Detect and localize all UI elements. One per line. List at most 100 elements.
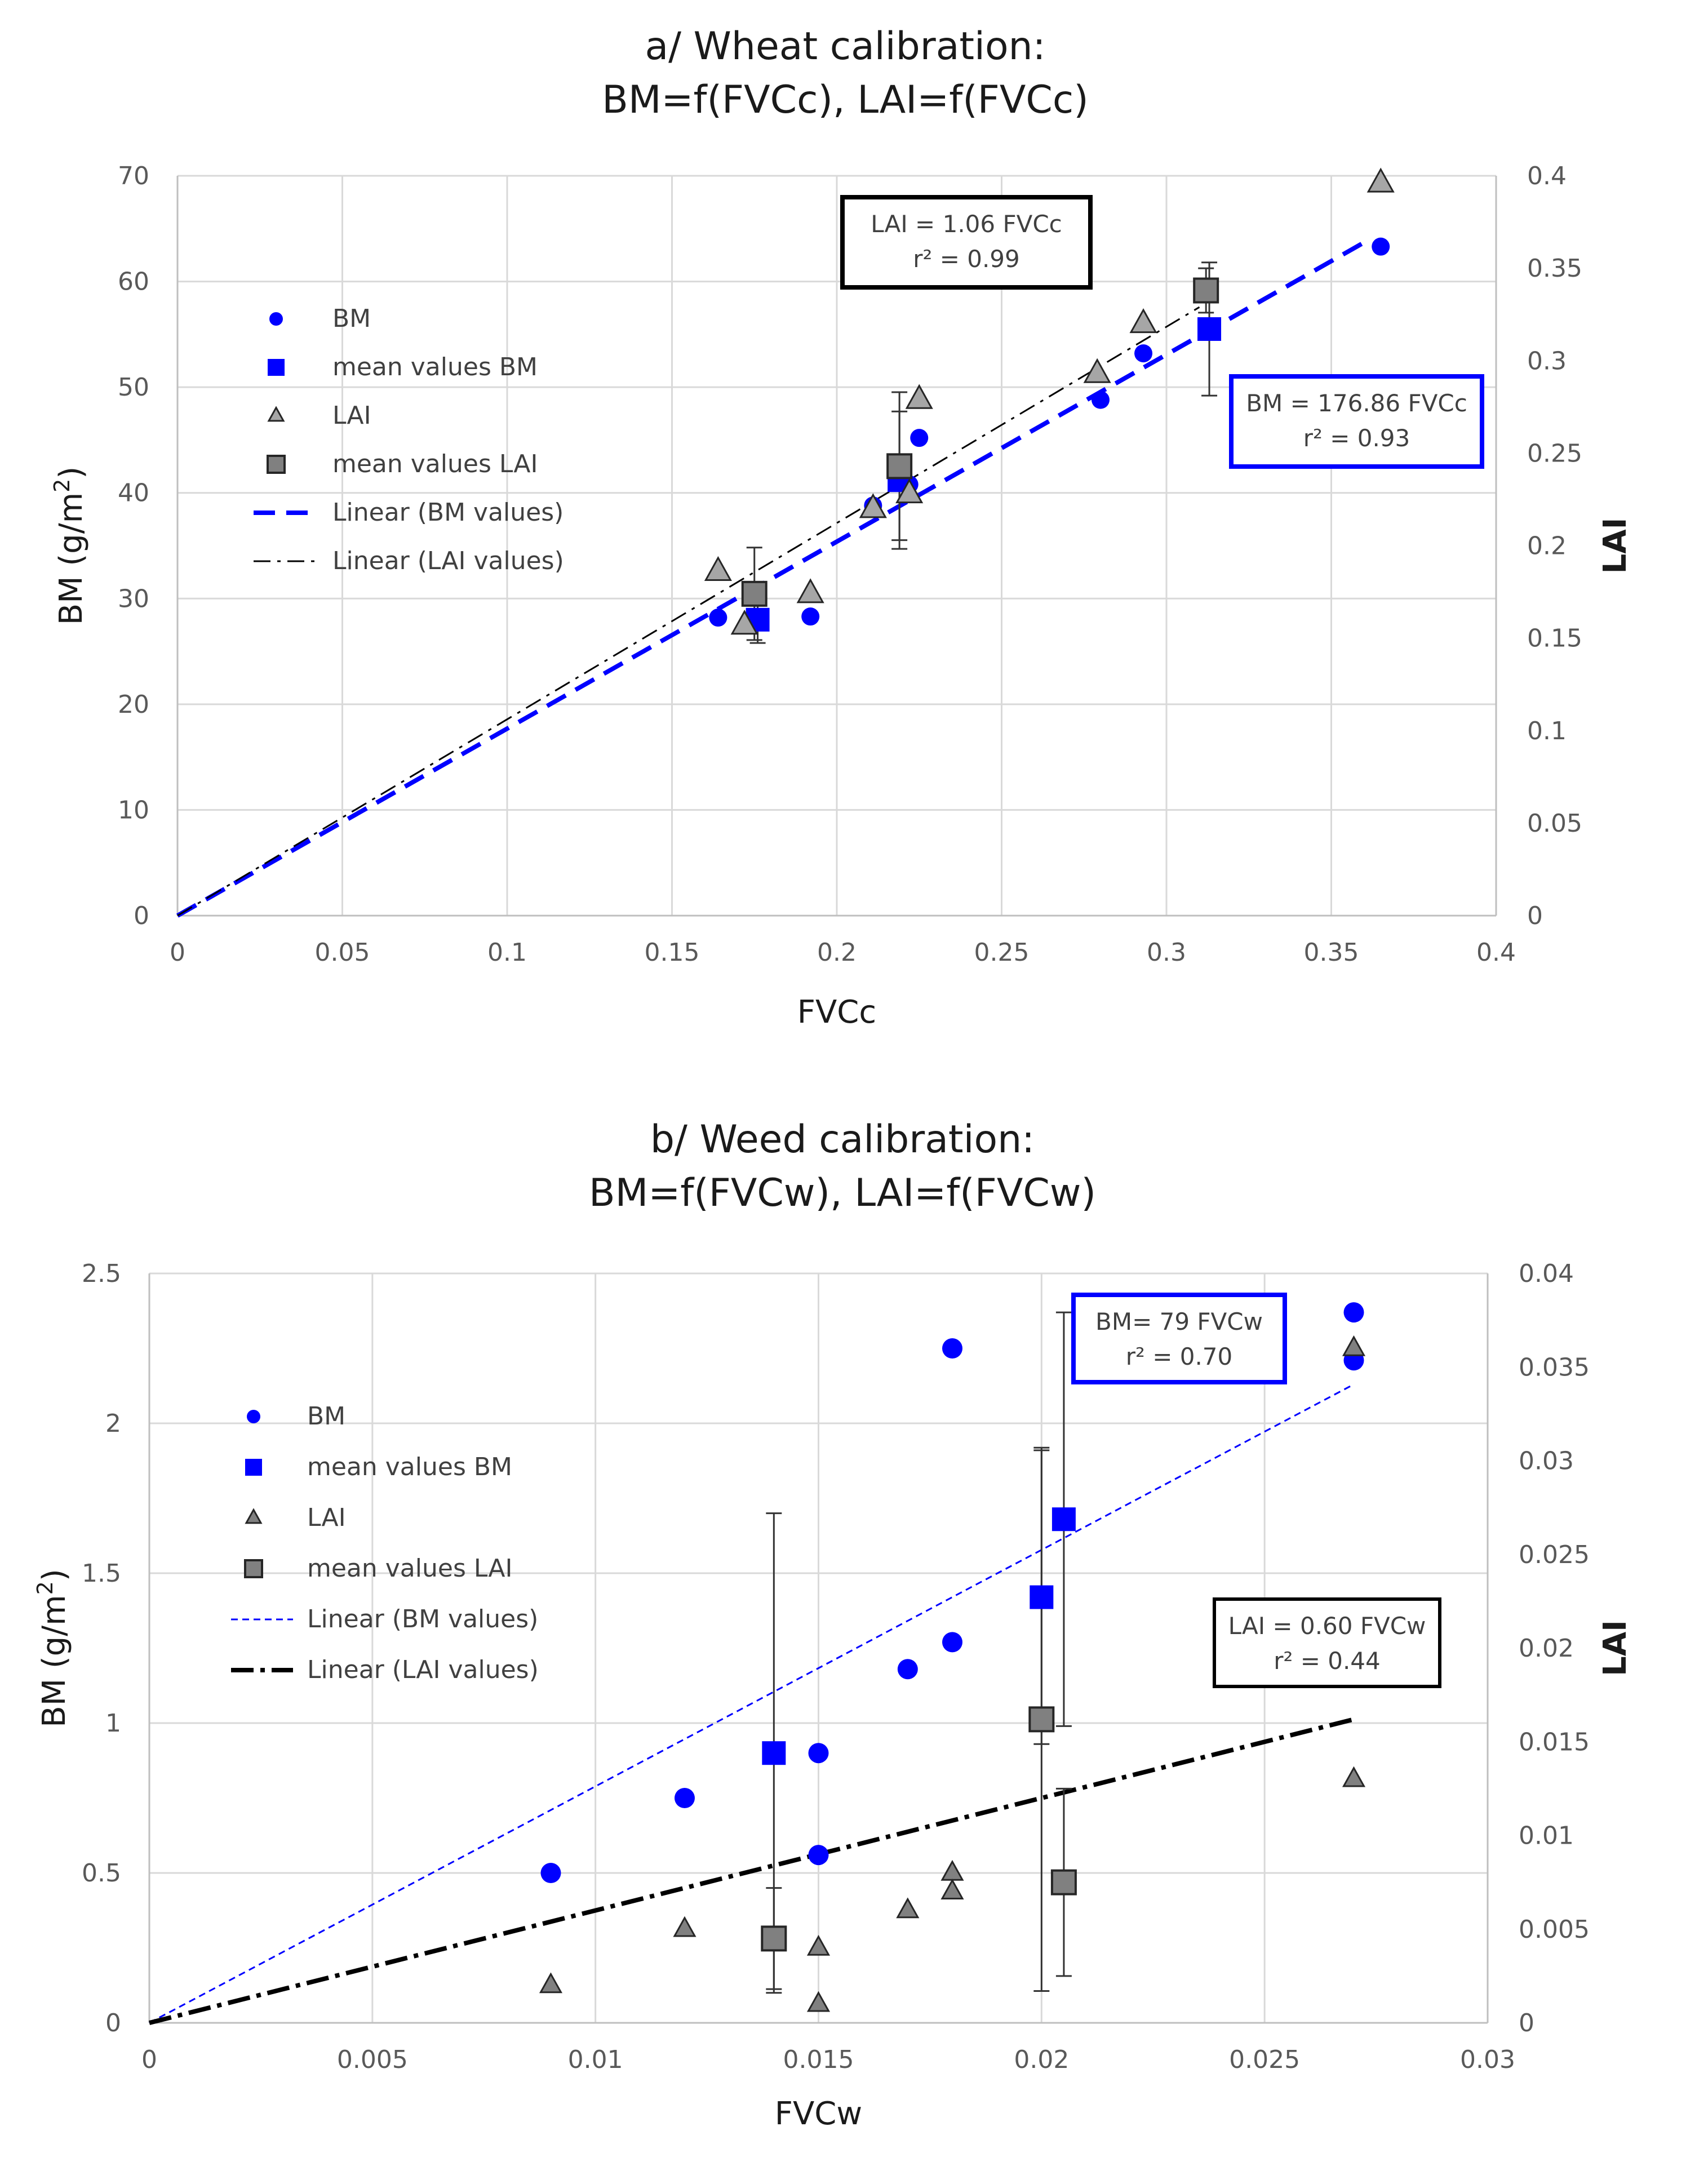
legend-label: Linear (LAI values) xyxy=(332,547,564,575)
x-tick-label: 0.25 xyxy=(974,938,1030,967)
y2-tick-label: 0.04 xyxy=(1519,1259,1574,1288)
y-tick-label: 20 xyxy=(118,690,149,719)
y2-tick-label: 0.15 xyxy=(1527,624,1582,653)
equation-box: LAI = 1.06 FVCc r² = 0.99 xyxy=(840,195,1093,290)
y-tick-label: 50 xyxy=(118,373,149,402)
legend: BM mean values BM LAI mean values LAI Linear… xyxy=(231,1402,539,1684)
chart-title-line: a/ Wheat calibration: xyxy=(645,24,1045,69)
equation-text: LAI = 0.60 FVCw xyxy=(1228,1612,1426,1640)
point-lai xyxy=(673,1916,696,1937)
trendline-bm xyxy=(176,240,1365,918)
point-bm xyxy=(897,1659,918,1680)
point-mean-values-lai xyxy=(886,453,913,480)
y2-tick-label: 0.3 xyxy=(1527,347,1567,375)
equation-text: BM = 176.86 FVCc xyxy=(1246,389,1467,417)
y2-tick-label: 0.4 xyxy=(1527,162,1567,190)
equation-box: BM = 176.86 FVCc r² = 0.93 xyxy=(1229,374,1484,469)
x-tick-label: 0.015 xyxy=(783,2045,854,2074)
point-mean-values-lai xyxy=(741,580,767,607)
point-lai xyxy=(1366,167,1395,193)
y-tick-label: 30 xyxy=(118,584,149,613)
point-bm xyxy=(540,1863,561,1883)
y2-tick-label: 0.2 xyxy=(1527,532,1567,561)
point-mean-values-lai xyxy=(761,1925,787,1952)
equation-text: BM= 79 FVCw xyxy=(1095,1308,1263,1335)
point-lai xyxy=(539,1972,563,1994)
y-tick-label: 0 xyxy=(105,2009,121,2037)
x-tick-label: 0.4 xyxy=(1476,938,1516,967)
y-tick-label: 60 xyxy=(118,268,149,296)
legend-label: Linear (LAI values) xyxy=(307,1655,539,1684)
point-bm xyxy=(1092,390,1110,409)
x-tick-label: 0.15 xyxy=(645,938,700,967)
equation-box: BM= 79 FVCw r² = 0.70 xyxy=(1071,1293,1287,1384)
x-tick-label: 0 xyxy=(170,938,185,967)
y2-tick-label: 0.25 xyxy=(1527,439,1582,468)
point-lai xyxy=(704,556,732,581)
point-bm xyxy=(1343,1302,1364,1323)
legend-marker xyxy=(267,406,285,422)
point-lai xyxy=(806,1991,831,2012)
y2-tick-label: 0.05 xyxy=(1527,809,1582,838)
y-tick-label: 0.5 xyxy=(82,1859,121,1888)
legend-label: mean values LAI xyxy=(307,1554,512,1583)
legend-label: BM xyxy=(332,304,371,333)
point-lai xyxy=(940,1859,964,1881)
point-lai xyxy=(895,478,924,504)
y2-axis-label: LAI xyxy=(1597,518,1634,574)
point-bm xyxy=(675,1788,695,1808)
y2-tick-label: 0.1 xyxy=(1527,717,1567,745)
equation-box-border xyxy=(1229,374,1484,469)
equation-box: LAI = 0.60 FVCw r² = 0.44 xyxy=(1213,1597,1441,1688)
legend-label: mean values BM xyxy=(307,1453,512,1481)
y-tick-label: 40 xyxy=(118,479,149,508)
x-tick-label: 0.1 xyxy=(487,938,527,967)
point-bm xyxy=(942,1338,962,1359)
point-lai xyxy=(940,1879,964,1900)
x-axis-label: FVCc xyxy=(797,994,876,1031)
equation-text: r² = 0.70 xyxy=(1126,1343,1233,1370)
y2-tick-label: 0.005 xyxy=(1519,1915,1590,1944)
x-axis-label: FVCw xyxy=(775,2096,862,2132)
legend-label: mean values BM xyxy=(332,353,538,381)
equation-box-border xyxy=(840,195,1093,290)
chart-title-line: BM=f(FVCw), LAI=f(FVCw) xyxy=(589,1171,1096,1215)
legend-marker xyxy=(245,1459,262,1476)
point-mean-values-lai xyxy=(1193,277,1219,304)
point-lai xyxy=(859,493,887,518)
x-tick-label: 0.05 xyxy=(315,938,370,967)
point-mean-values-lai xyxy=(1028,1706,1055,1733)
y-axis-label: BM (g/m2) xyxy=(33,1569,73,1727)
equation-text: r² = 0.93 xyxy=(1303,424,1410,452)
x-tick-label: 0.3 xyxy=(1147,938,1186,967)
y2-tick-label: 0 xyxy=(1519,2009,1534,2037)
legend-label: LAI xyxy=(332,401,371,430)
y2-tick-label: 0.01 xyxy=(1519,1822,1574,1850)
y-axis-label: BM (g/m2) xyxy=(50,467,90,625)
y-tick-label: 70 xyxy=(118,162,149,190)
point-mean-values-lai xyxy=(1050,1869,1077,1896)
y2-tick-label: 0.025 xyxy=(1519,1541,1590,1569)
point-mean-values-bm xyxy=(762,1741,786,1765)
point-bm xyxy=(1134,344,1153,363)
chart-title-line: b/ Weed calibration: xyxy=(650,1117,1035,1162)
point-bm xyxy=(801,607,820,626)
x-tick-label: 0.01 xyxy=(568,2045,623,2074)
trendline-lai xyxy=(177,306,1200,917)
chart-title-line: BM=f(FVCc), LAI=f(FVCc) xyxy=(602,78,1089,122)
point-lai xyxy=(1342,1335,1366,1356)
equation-box-border xyxy=(1071,1293,1287,1384)
legend-label: mean values LAI xyxy=(332,450,538,478)
x-tick-label: 0.35 xyxy=(1304,938,1359,967)
point-bm xyxy=(808,1845,829,1866)
y2-tick-label: 0.03 xyxy=(1519,1447,1574,1476)
x-tick-label: 0.03 xyxy=(1460,2045,1515,2074)
y2-tick-label: 0.015 xyxy=(1519,1728,1590,1756)
y-tick-label: 1 xyxy=(105,1709,121,1738)
legend-marker xyxy=(244,1559,263,1578)
point-mean-values-bm xyxy=(1030,1585,1054,1609)
legend-marker xyxy=(245,1508,263,1524)
legend-label: Linear (BM values) xyxy=(307,1605,538,1633)
x-tick-label: 0 xyxy=(141,2045,157,2074)
legend: BM mean values BM LAI mean values LAI Linear… xyxy=(254,304,564,575)
